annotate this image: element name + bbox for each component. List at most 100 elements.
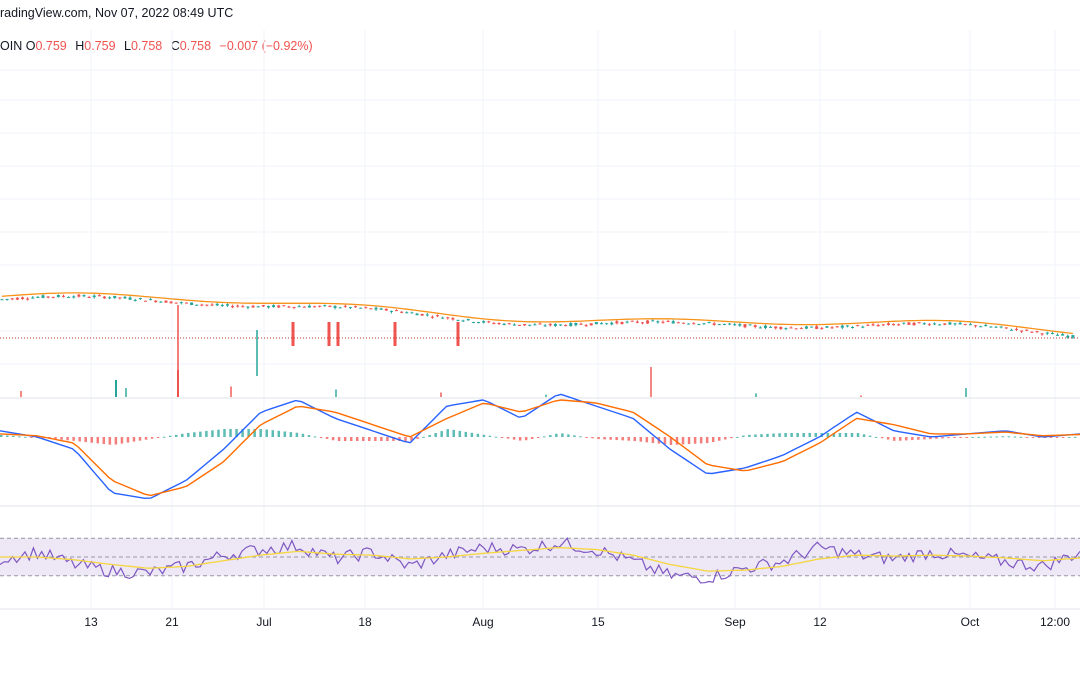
candle-body: [220, 304, 224, 306]
macd-histogram-bar: [1049, 437, 1053, 438]
candle-body: [384, 308, 388, 311]
candle-body: [625, 321, 629, 323]
candle-body: [313, 306, 317, 308]
candle-body: [369, 308, 373, 310]
candle-body: [328, 305, 332, 307]
macd-histogram-bar: [530, 437, 534, 439]
candle-body: [507, 323, 511, 325]
candle-body: [482, 321, 486, 323]
candle-body: [302, 306, 306, 308]
x-axis: 13 21 Jul 18 Aug 15 Sep 12 Oct 12:00: [84, 615, 1070, 629]
close-label: C: [170, 39, 180, 53]
candle-body: [231, 306, 235, 308]
macd-histogram-bar: [983, 436, 986, 438]
macd-histogram-bar: [953, 437, 956, 438]
candle-body: [871, 324, 875, 326]
macd-histogram-bar: [977, 436, 980, 438]
candle-body: [845, 325, 849, 327]
macd-histogram-bar: [253, 429, 256, 437]
candle-body: [897, 324, 901, 326]
macd-histogram-bar: [615, 437, 618, 441]
candle-body: [133, 299, 137, 301]
macd-histogram-bar: [917, 437, 920, 440]
candle-body: [200, 304, 204, 306]
volume-bar: [20, 391, 22, 397]
candle-body: [702, 323, 706, 325]
high-label: H: [75, 39, 85, 53]
open-value: 0.759: [35, 39, 67, 53]
candle-body: [569, 323, 573, 327]
candle-body: [989, 326, 993, 328]
candle-body: [26, 298, 30, 300]
x-tick-label: 13: [84, 615, 98, 629]
candle-body: [118, 297, 122, 299]
candle-body: [518, 324, 522, 326]
rsi-pane: [0, 537, 1080, 584]
x-tick-label: 12:00: [1040, 615, 1070, 629]
candle-body: [635, 321, 639, 323]
candle-body: [548, 323, 552, 326]
volume-bar: [650, 367, 652, 397]
macd-histogram-bar: [724, 437, 727, 440]
candle-body: [774, 326, 778, 329]
macd-histogram-bar: [1067, 436, 1071, 438]
macd-histogram-bar: [416, 437, 419, 439]
x-tick-label: 15: [591, 615, 605, 629]
macd-histogram-bar: [687, 437, 691, 445]
macd-histogram-bar: [1019, 436, 1023, 438]
macd-histogram-bar: [72, 437, 75, 441]
candle-body: [820, 327, 824, 329]
macd-histogram-bar: [754, 434, 757, 437]
macd-histogram-bar: [784, 433, 787, 437]
macd-histogram-bar: [1061, 437, 1065, 438]
macd-histogram-bar: [808, 433, 811, 437]
candle-body: [415, 313, 419, 316]
candle-body: [594, 322, 598, 325]
candle-body: [912, 322, 916, 326]
candle-body: [466, 318, 470, 321]
macd-histogram-bar: [663, 437, 667, 445]
macd-histogram-bar: [1013, 436, 1017, 438]
macd-histogram-bar: [892, 437, 896, 441]
macd-histogram-bar: [343, 437, 347, 441]
candle-body: [651, 320, 655, 322]
volume-bar: [545, 394, 547, 397]
macd-histogram-bar: [6, 435, 9, 437]
macd-histogram-bar: [736, 436, 739, 438]
macd-histogram-bar: [259, 429, 262, 437]
macd-histogram-bar: [452, 429, 456, 437]
macd-histogram-bar: [524, 437, 528, 441]
symbol-fragment: OIN: [0, 39, 23, 53]
candle-body: [10, 298, 14, 300]
x-tick-label: Jul: [256, 615, 271, 629]
macd-histogram-bar: [862, 434, 866, 437]
macd-histogram-bar: [579, 436, 582, 438]
candle-body: [835, 326, 839, 328]
macd-histogram-bar: [120, 437, 124, 444]
candle-body: [400, 311, 404, 313]
signal-line: [0, 399, 1080, 497]
candle-body: [1071, 335, 1075, 338]
candle-body: [46, 296, 50, 298]
candle-body: [195, 304, 199, 306]
macd-histogram-bar: [500, 437, 504, 438]
macd-histogram-bar: [476, 433, 480, 437]
candle-body: [395, 310, 399, 312]
candle-body: [810, 326, 814, 328]
macd-histogram-bar: [66, 437, 69, 441]
candle-body: [589, 323, 593, 326]
candle-body: [333, 306, 337, 308]
candle-body: [687, 323, 691, 325]
candle-body: [277, 305, 281, 308]
candle-body: [948, 322, 952, 325]
macd-histogram-bar: [742, 435, 745, 437]
macd-histogram-bar: [102, 437, 106, 445]
macd-histogram-bar: [205, 430, 208, 437]
x-tick-label: Sep: [724, 615, 746, 629]
candle-body: [441, 317, 445, 319]
macd-histogram-bar: [911, 437, 914, 441]
macd-histogram-bar: [1037, 437, 1041, 438]
candle-body: [769, 326, 773, 328]
macd-histogram-bar: [392, 437, 395, 441]
